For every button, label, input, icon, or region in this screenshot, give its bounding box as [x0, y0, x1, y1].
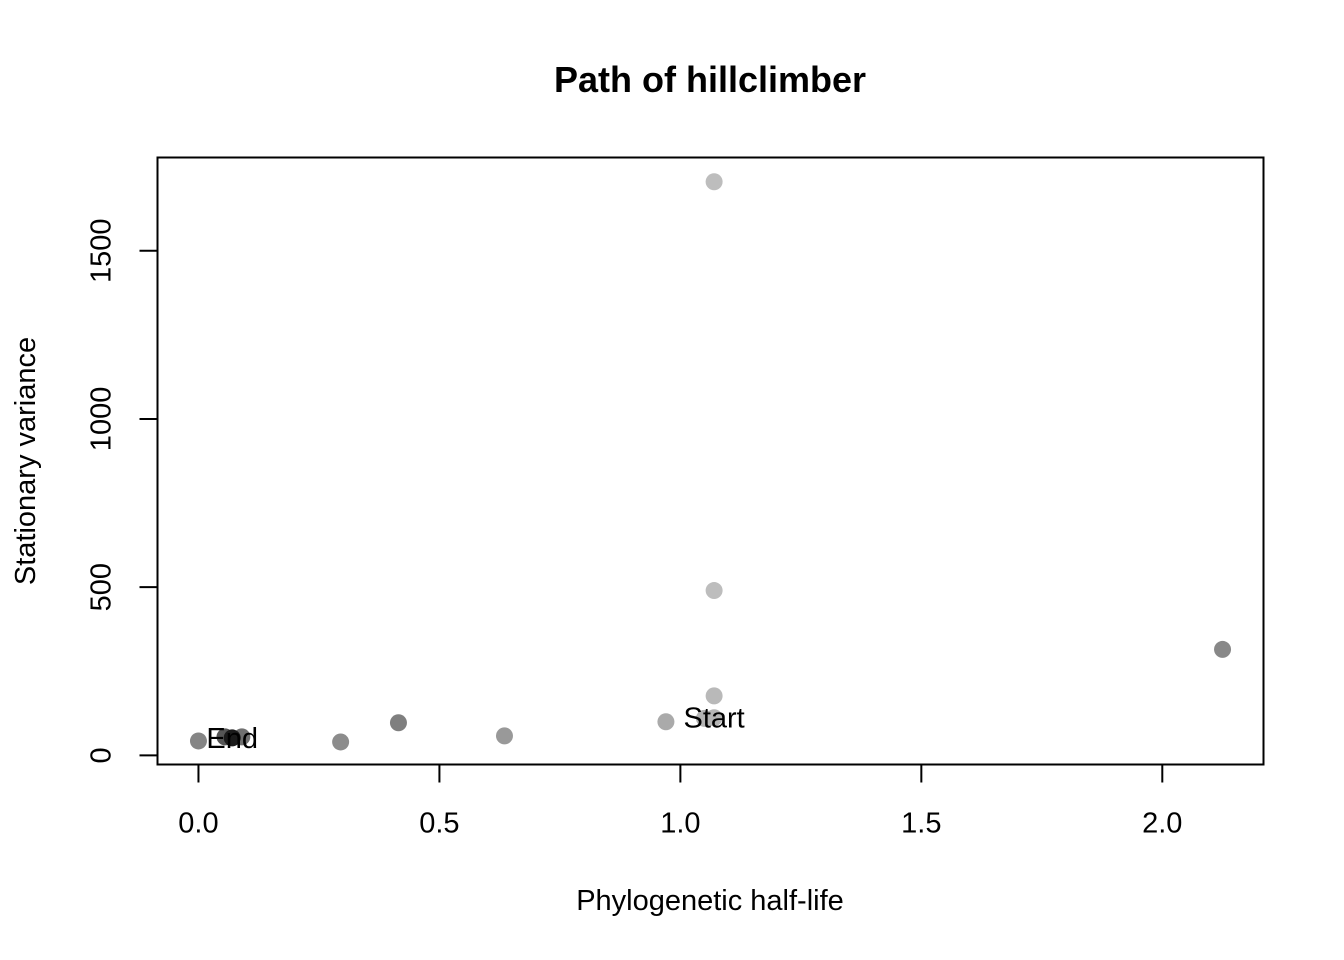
- y-axis-label: Stationary variance: [10, 337, 42, 585]
- y-tick-label: 500: [86, 563, 118, 611]
- data-point: [695, 709, 713, 727]
- data-point: [223, 729, 241, 747]
- x-axis-label: Phylogenetic half-life: [576, 885, 844, 917]
- x-tick-label: 1.0: [660, 808, 700, 840]
- annotation-end: End: [206, 723, 258, 755]
- x-tick-label: 2.0: [1142, 808, 1182, 840]
- data-point: [705, 173, 723, 191]
- data-point: [332, 733, 350, 751]
- y-tick-label: 0: [86, 747, 118, 763]
- annotation-start: Start: [683, 703, 744, 735]
- x-tick-label: 0.0: [178, 808, 218, 840]
- y-tick-label: 1000: [86, 387, 118, 452]
- data-point: [495, 727, 513, 745]
- x-tick-label: 1.5: [901, 808, 941, 840]
- data-points: [189, 173, 1232, 751]
- x-axis: 0.0 0.5 1.0 1.5 2.0: [178, 763, 1182, 840]
- annotations: Start End: [206, 703, 744, 755]
- data-point: [705, 687, 723, 705]
- chart-title: Path of hillclimber: [554, 59, 866, 100]
- y-tick-label: 1500: [86, 218, 118, 283]
- x-tick-label: 0.5: [419, 808, 459, 840]
- data-point: [189, 732, 207, 750]
- data-point: [705, 582, 723, 600]
- data-point: [1214, 640, 1232, 658]
- data-point: [657, 713, 675, 731]
- data-point: [389, 714, 407, 732]
- y-axis: 0 500 1000 1500: [86, 218, 159, 763]
